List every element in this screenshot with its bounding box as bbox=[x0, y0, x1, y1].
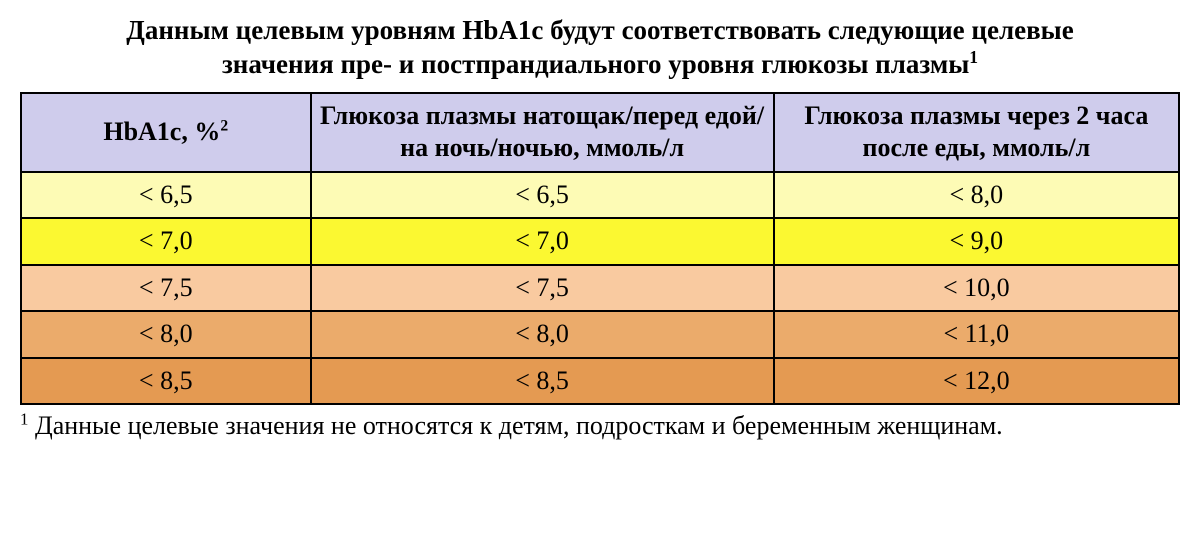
table-cell: < 6,5 bbox=[311, 172, 774, 219]
table-cell: < 8,0 bbox=[311, 311, 774, 358]
table-cell: < 10,0 bbox=[774, 265, 1179, 312]
table-row: < 7,5< 7,5< 10,0 bbox=[21, 265, 1179, 312]
footnote: 1 Данные целевые значения не относятся к… bbox=[20, 409, 1180, 443]
table-row: < 8,5< 8,5< 12,0 bbox=[21, 358, 1179, 405]
table-header-row: HbA1c, %2Глюкоза плазмы натощак/перед ед… bbox=[21, 93, 1179, 172]
page: Данным целевым уровням HbA1c будут соотв… bbox=[0, 0, 1200, 453]
table-cell: < 9,0 bbox=[774, 218, 1179, 265]
table-header-cell: HbA1c, %2 bbox=[21, 93, 311, 172]
footnote-text: Данные целевые значения не относятся к д… bbox=[28, 411, 1002, 440]
table-header-cell: Глюкоза плазмы натощак/перед едой/ на но… bbox=[311, 93, 774, 172]
table-row: < 8,0< 8,0< 11,0 bbox=[21, 311, 1179, 358]
table-cell: < 7,0 bbox=[21, 218, 311, 265]
table-cell: < 11,0 bbox=[774, 311, 1179, 358]
title-superscript: 1 bbox=[969, 47, 978, 67]
page-title: Данным целевым уровням HbA1c будут соотв… bbox=[50, 14, 1150, 82]
title-line-2: значения пре- и постпрандиального уровня… bbox=[222, 49, 969, 79]
table-cell: < 7,5 bbox=[311, 265, 774, 312]
table-cell: < 7,5 bbox=[21, 265, 311, 312]
table-cell: < 8,0 bbox=[774, 172, 1179, 219]
table-row: < 7,0< 7,0< 9,0 bbox=[21, 218, 1179, 265]
table-cell: < 12,0 bbox=[774, 358, 1179, 405]
table-header-cell: Глюкоза плазмы через 2 часа после еды, м… bbox=[774, 93, 1179, 172]
title-line-1: Данным целевым уровням HbA1c будут соотв… bbox=[126, 15, 1073, 45]
table-cell: < 8,0 bbox=[21, 311, 311, 358]
table-cell: < 7,0 bbox=[311, 218, 774, 265]
target-levels-table: HbA1c, %2Глюкоза плазмы натощак/перед ед… bbox=[20, 92, 1180, 406]
table-cell: < 8,5 bbox=[311, 358, 774, 405]
table-cell: < 6,5 bbox=[21, 172, 311, 219]
table-row: < 6,5< 6,5< 8,0 bbox=[21, 172, 1179, 219]
table-cell: < 8,5 bbox=[21, 358, 311, 405]
